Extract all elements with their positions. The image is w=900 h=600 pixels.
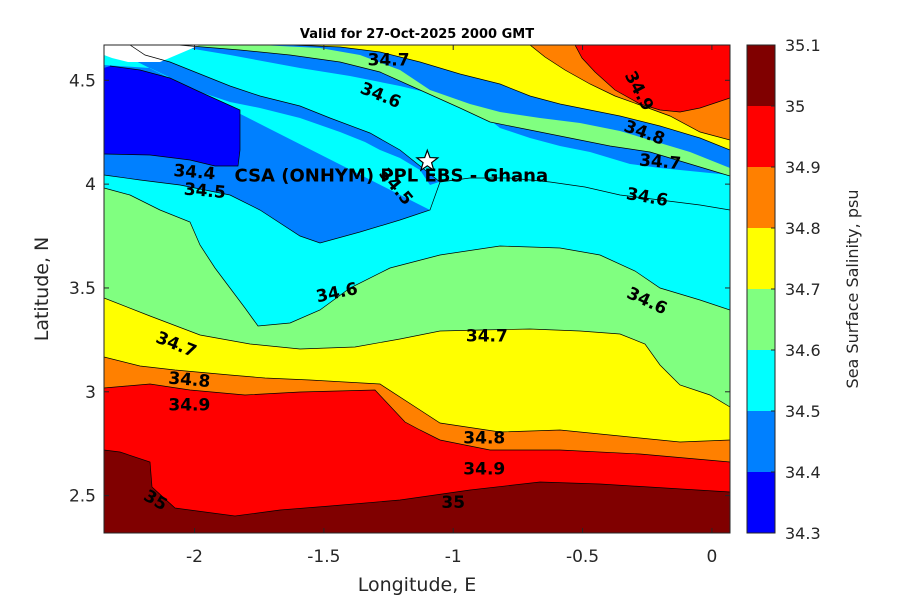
site-label: CSA (ONHYM) PPL EBS - Ghana — [235, 165, 549, 186]
contour-lines — [104, 45, 730, 517]
contour-label: 34.7 — [368, 51, 410, 71]
colorbar-tick-label: 35.1 — [785, 36, 821, 55]
contour-label: 34.9 — [168, 395, 210, 415]
plot-area: 34.734.6 34.934.834.734.634.434.5 34.534.6… — [104, 45, 730, 533]
x-tick-label: -0.5 — [566, 547, 599, 567]
y-tick-label: 4.5 — [69, 71, 96, 91]
contour-label: 34.5 — [183, 180, 227, 204]
contour-label: 34.9 — [463, 460, 505, 480]
colorbar-tick-label: 34.3 — [785, 524, 821, 543]
contour-label: 35 — [441, 493, 465, 513]
contour-label: 34.8 — [463, 428, 505, 448]
colorbar-swatch — [747, 228, 775, 289]
salinity-band-34.5-north — [130, 45, 730, 210]
contour-label: 34.7 — [466, 327, 508, 347]
colorbar-tick-label: 34.4 — [785, 463, 821, 482]
colorbar-tick-label: 34.8 — [785, 219, 821, 238]
colorbar-swatch — [747, 45, 775, 106]
salinity-band-34.9-north — [575, 45, 730, 112]
contour-label: 34.7 — [638, 150, 682, 174]
colorbar: 34.3 34.4 34.5 34.6 34.7 34.8 34.9 35 35.1 — [746, 36, 821, 543]
y-tick-label: 3.5 — [69, 279, 96, 299]
site-marker-group: CSA (ONHYM) PPL EBS - Ghana — [235, 148, 549, 186]
colorbar-tick-label: 34.9 — [785, 158, 821, 177]
no-data-patch — [104, 45, 200, 62]
colorbar-swatch — [747, 350, 775, 411]
colorbar-tick-label: 34.6 — [785, 341, 821, 360]
y-tick-label: 2.5 — [69, 487, 96, 507]
colorbar-swatch — [747, 411, 775, 472]
chart-title: Valid for 27-Oct-2025 2000 GMT — [300, 27, 534, 42]
contour-label: 34.4 — [173, 161, 217, 185]
colorbar-swatch — [747, 167, 775, 228]
salinity-band-34.3 — [104, 66, 240, 166]
site-star-icon — [415, 148, 440, 172]
colorbar-swatch — [747, 106, 775, 167]
x-tick-label: -1.5 — [307, 547, 340, 567]
x-axis: -2 -1.5 -1 -0.5 0 — [186, 45, 717, 567]
colorbar-label: Sea Surface Salinity, psu — [843, 190, 862, 389]
colorbar-tick-label: 34.7 — [785, 280, 821, 299]
colorbar-swatch — [747, 472, 775, 533]
contour-label: 34.8 — [168, 369, 212, 393]
y-axis-label: Latitude, N — [31, 237, 53, 342]
plot-frame — [103, 44, 731, 534]
colorbar-tick-label: 35 — [785, 97, 805, 116]
colorbar-swatch — [747, 289, 775, 350]
y-axis: 2.5 3 3.5 4 4.5 — [69, 71, 730, 507]
x-axis-label: Longitude, E — [358, 574, 477, 596]
x-tick-label: 0 — [706, 547, 717, 567]
x-tick-label: -1 — [445, 547, 462, 567]
x-tick-label: -2 — [186, 547, 203, 567]
colorbar-tick-label: 34.5 — [785, 402, 821, 421]
y-tick-label: 4 — [85, 175, 96, 195]
y-tick-label: 3 — [85, 383, 96, 403]
